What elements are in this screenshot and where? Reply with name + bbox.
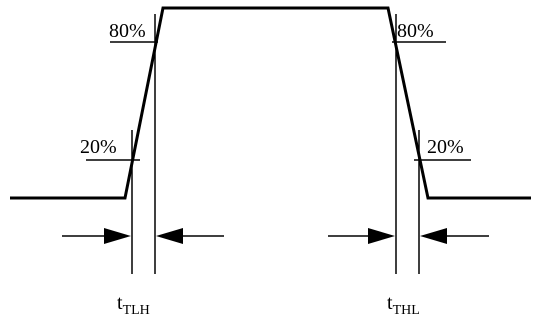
thl-label-main: t [387, 292, 393, 314]
tlh-left-arrow [62, 228, 131, 244]
thl-left-arrow [328, 228, 395, 244]
left-20-label: 20% [80, 136, 117, 158]
tlh-label-main: t [117, 292, 123, 314]
right-80-label: 80% [397, 20, 434, 42]
thl-label-sub: THL [393, 303, 420, 318]
left-80-label: 80% [109, 20, 146, 42]
right-20-label: 20% [427, 136, 464, 158]
pulse-waveform [10, 6, 531, 200]
thl-right-arrow [420, 228, 489, 244]
tlh-label: tTLH [117, 292, 150, 318]
tlh-label-sub: TLH [123, 303, 150, 318]
thl-label: tTHL [387, 292, 420, 318]
tlh-right-arrow [156, 228, 224, 244]
